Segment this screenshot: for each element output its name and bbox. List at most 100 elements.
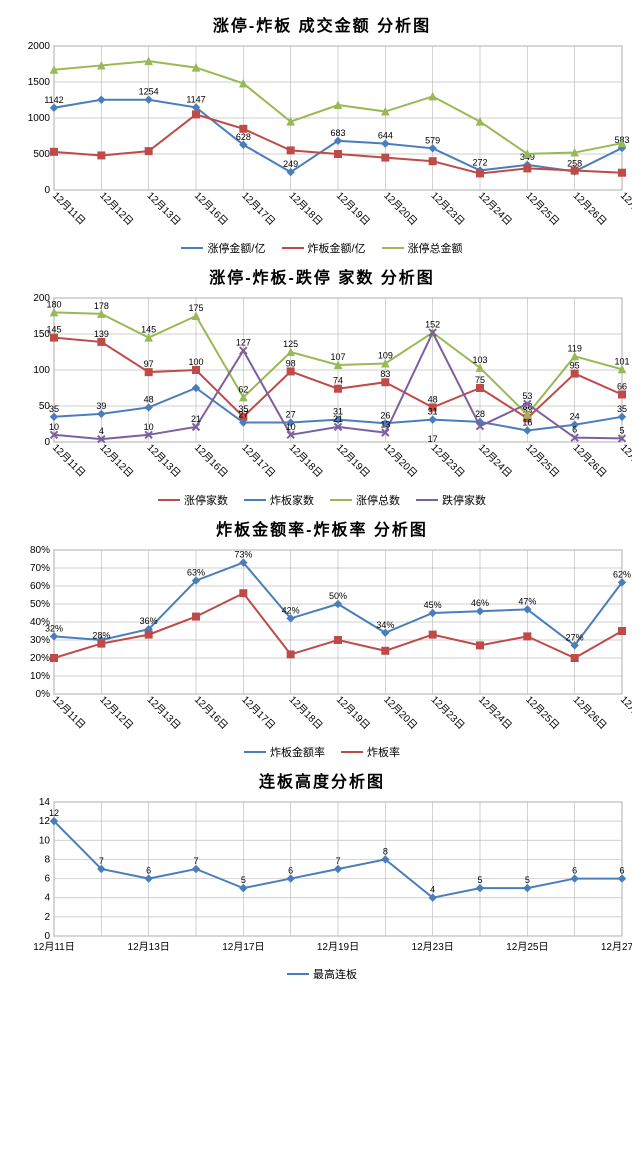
svg-text:12月23日: 12月23日 xyxy=(429,190,467,228)
chart-count: 涨停-炸板-跌停 家数 分析图 05010015020012月11日12月12日… xyxy=(8,264,636,508)
svg-text:4: 4 xyxy=(430,885,435,895)
svg-text:12月26日: 12月26日 xyxy=(571,442,609,480)
legend-item: 炸板金额率 xyxy=(244,744,325,760)
svg-text:101: 101 xyxy=(614,356,629,366)
svg-text:579: 579 xyxy=(425,135,440,145)
svg-text:2: 2 xyxy=(44,912,50,923)
svg-text:62: 62 xyxy=(238,384,248,394)
svg-text:6: 6 xyxy=(619,866,624,876)
svg-text:1142: 1142 xyxy=(44,95,63,105)
svg-text:12月26日: 12月26日 xyxy=(571,694,609,732)
svg-text:12月16日: 12月16日 xyxy=(192,442,230,480)
svg-text:107: 107 xyxy=(330,352,345,362)
svg-text:27: 27 xyxy=(238,410,248,420)
svg-text:12月13日: 12月13日 xyxy=(145,694,183,732)
svg-text:683: 683 xyxy=(330,128,345,138)
chart1-legend: 涨停金额/亿炸板金额/亿涨停总金额 xyxy=(8,240,636,256)
svg-text:80%: 80% xyxy=(30,545,50,556)
svg-text:34%: 34% xyxy=(376,620,394,630)
svg-text:145: 145 xyxy=(46,325,61,335)
svg-text:35: 35 xyxy=(617,404,627,414)
svg-text:7: 7 xyxy=(193,856,198,866)
svg-text:97: 97 xyxy=(144,359,154,369)
svg-text:12月17日: 12月17日 xyxy=(239,442,277,480)
svg-text:10%: 10% xyxy=(30,671,50,682)
svg-text:1147: 1147 xyxy=(186,94,205,104)
svg-text:16: 16 xyxy=(522,417,532,427)
svg-text:12月20日: 12月20日 xyxy=(381,694,419,732)
svg-text:8: 8 xyxy=(383,846,388,856)
svg-text:1254: 1254 xyxy=(139,87,159,97)
svg-text:0: 0 xyxy=(44,185,50,196)
svg-text:32%: 32% xyxy=(45,623,63,633)
svg-text:14: 14 xyxy=(39,797,51,808)
chart4-legend: 最高连板 xyxy=(8,966,636,982)
svg-text:10: 10 xyxy=(144,422,154,432)
svg-text:12月25日: 12月25日 xyxy=(523,694,561,732)
svg-text:0: 0 xyxy=(44,437,50,448)
svg-text:12月13日: 12月13日 xyxy=(128,941,170,953)
svg-text:13: 13 xyxy=(380,420,390,430)
legend-item: 涨停家数 xyxy=(158,492,228,508)
svg-text:12月12日: 12月12日 xyxy=(97,694,135,732)
svg-text:12月27日: 12月27日 xyxy=(601,941,632,953)
svg-text:119: 119 xyxy=(567,343,581,353)
svg-text:12月13日: 12月13日 xyxy=(145,442,183,480)
svg-text:12月27日: 12月27日 xyxy=(618,190,632,228)
svg-text:127: 127 xyxy=(236,338,251,348)
svg-text:139: 139 xyxy=(94,329,109,339)
svg-text:152: 152 xyxy=(425,320,440,330)
legend-item: 炸板金额/亿 xyxy=(282,240,366,256)
svg-text:12月12日: 12月12日 xyxy=(97,442,135,480)
svg-text:12月20日: 12月20日 xyxy=(381,190,419,228)
svg-text:83: 83 xyxy=(380,369,390,379)
svg-text:12月25日: 12月25日 xyxy=(523,442,561,480)
svg-text:12月19日: 12月19日 xyxy=(334,694,372,732)
svg-text:12月24日: 12月24日 xyxy=(476,190,514,228)
svg-text:20%: 20% xyxy=(30,653,50,664)
svg-text:75: 75 xyxy=(475,375,485,385)
svg-text:1000: 1000 xyxy=(28,113,51,124)
chart1-svg: 050010001500200012月11日12月12日12月13日12月16日… xyxy=(12,38,632,238)
svg-text:12月11日: 12月11日 xyxy=(50,694,88,732)
svg-text:60%: 60% xyxy=(30,581,50,592)
svg-text:12月19日: 12月19日 xyxy=(317,941,359,953)
svg-text:5: 5 xyxy=(619,425,624,435)
legend-item: 跌停家数 xyxy=(416,492,486,508)
svg-text:12月27日: 12月27日 xyxy=(618,442,632,480)
svg-text:12月17日: 12月17日 xyxy=(239,694,277,732)
svg-text:125: 125 xyxy=(283,339,298,349)
svg-text:12月24日: 12月24日 xyxy=(476,694,514,732)
svg-text:12月18日: 12月18日 xyxy=(287,190,325,228)
chart3-title: 炸板金额率-炸板率 分析图 xyxy=(8,516,636,540)
svg-text:500: 500 xyxy=(33,149,50,160)
legend-item: 涨停金额/亿 xyxy=(181,240,265,256)
svg-text:12月11日: 12月11日 xyxy=(50,190,88,228)
svg-text:12月16日: 12月16日 xyxy=(192,190,230,228)
svg-text:12月19日: 12月19日 xyxy=(334,190,372,228)
legend-item: 最高连板 xyxy=(287,966,357,982)
svg-text:1500: 1500 xyxy=(28,77,51,88)
svg-text:6: 6 xyxy=(572,866,577,876)
chart3-svg: 0%10%20%30%40%50%60%70%80%12月11日12月12日12… xyxy=(12,542,632,742)
svg-text:17: 17 xyxy=(428,434,438,444)
svg-text:50%: 50% xyxy=(329,591,347,601)
svg-text:12月23日: 12月23日 xyxy=(429,442,467,480)
svg-text:8: 8 xyxy=(44,854,50,865)
svg-text:21: 21 xyxy=(191,414,201,424)
svg-text:45%: 45% xyxy=(424,600,442,610)
svg-text:7: 7 xyxy=(99,856,104,866)
svg-text:28%: 28% xyxy=(92,631,110,641)
svg-text:12月24日: 12月24日 xyxy=(476,442,514,480)
chart2-legend: 涨停家数炸板家数涨停总数跌停家数 xyxy=(8,492,636,508)
svg-text:36%: 36% xyxy=(140,616,158,626)
chart4-title: 连板高度分析图 xyxy=(8,768,636,792)
legend-item: 炸板率 xyxy=(341,744,400,760)
svg-text:180: 180 xyxy=(46,299,61,309)
svg-text:10: 10 xyxy=(286,422,296,432)
svg-text:24: 24 xyxy=(570,412,580,422)
svg-text:12月19日: 12月19日 xyxy=(334,442,372,480)
svg-text:12月27日: 12月27日 xyxy=(618,694,632,732)
svg-text:100: 100 xyxy=(188,357,203,367)
svg-text:0: 0 xyxy=(44,931,50,942)
